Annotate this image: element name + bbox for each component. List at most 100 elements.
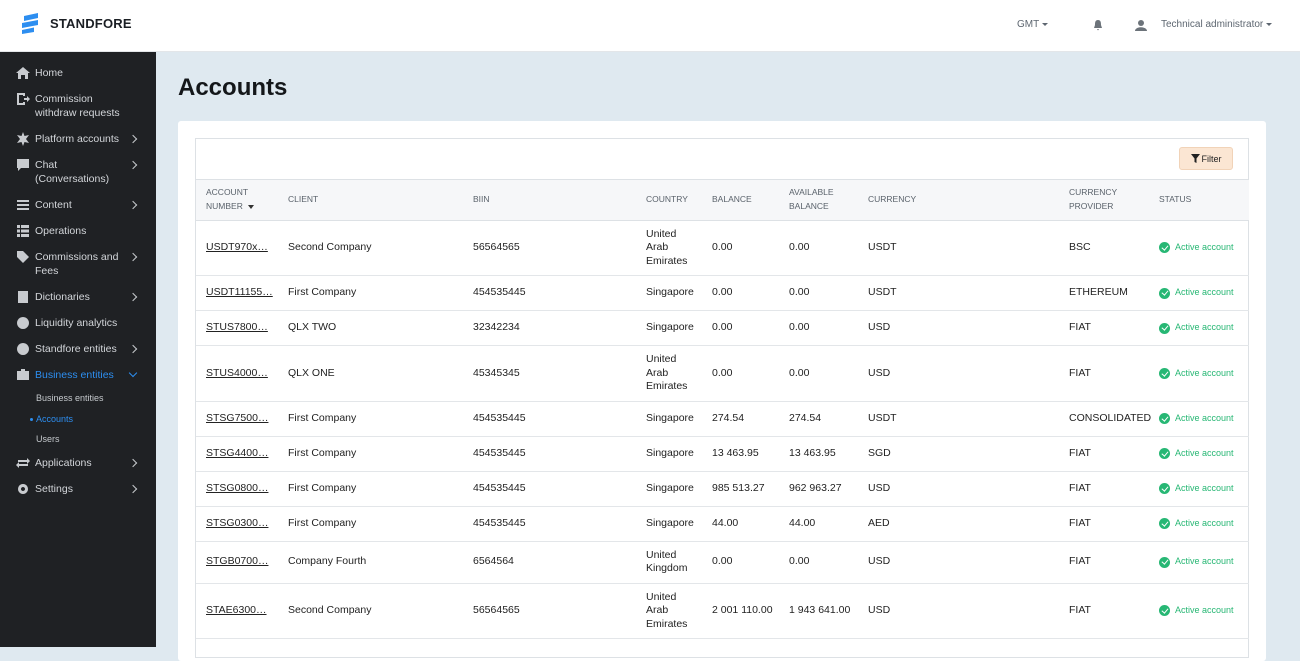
column-label: CURRENCY <box>868 194 917 204</box>
table-cell: 2 001 110.00 <box>705 583 782 639</box>
sort-icon <box>247 204 254 209</box>
menu-item[interactable]: Business entities <box>0 362 156 388</box>
column-label: ACCOUNT NUMBER <box>206 187 248 211</box>
table-cell: Active account <box>1152 436 1249 472</box>
status: Active account <box>1159 604 1242 618</box>
cell-text: USD <box>868 321 891 334</box>
cell-text: 44.00 <box>712 516 739 529</box>
menu-item[interactable]: Operations <box>0 218 156 244</box>
chevron <box>128 200 138 210</box>
chevron <box>128 160 138 170</box>
sidebar: Home Commission withdraw requests Platform… <box>0 52 156 647</box>
header-row: ACCOUNT NUMBER CLIENT BIIN COUNTRY BALANCE AV… <box>196 180 1249 221</box>
timezone-text: GMT <box>1017 19 1040 30</box>
cell-text: Second Company <box>288 241 372 253</box>
menu-label: Dictionaries <box>35 291 90 303</box>
menu-icon <box>17 317 30 329</box>
cell-text: First Company <box>288 286 357 299</box>
table-cell: USD <box>861 310 1062 346</box>
cell-text: First Company <box>288 516 357 529</box>
table-cell: CONSOLIDATED <box>1062 401 1152 437</box>
menu-item[interactable]: Settings <box>0 476 156 502</box>
table-cell: Singapore <box>639 436 705 472</box>
table-cell: United Arab Emirates <box>639 220 705 276</box>
table-cell: SGD <box>861 436 1062 472</box>
cell-text: 13 463.95 <box>789 446 836 459</box>
menu-item[interactable]: Platform accounts <box>0 126 156 152</box>
cell-text: FIAT <box>1069 604 1091 616</box>
account-link[interactable]: STUS7800… <box>206 321 268 334</box>
status-label: Active account <box>1175 322 1234 333</box>
table-body: USDT970x… Second Company 56564565 United Ar… <box>196 220 1249 639</box>
submenu-item[interactable]: Accounts <box>0 409 156 430</box>
table-cell: Active account <box>1152 310 1249 346</box>
table-cell: First Company <box>281 401 466 437</box>
content-card: Filter ACCOUNT NUMBER CLIENT BIIN COUNTRY BA… <box>178 121 1266 661</box>
account-link[interactable]: STSG7500… <box>206 411 269 424</box>
logo-icon <box>22 13 38 34</box>
table-cell: ETHEREUM <box>1062 275 1152 311</box>
account-link[interactable]: STSG4400… <box>206 446 269 459</box>
account-link[interactable]: STAE6300… <box>206 604 267 616</box>
menu-item[interactable]: Chat (Conversations) <box>0 152 156 192</box>
cell-text: 454535445 <box>473 516 526 529</box>
logo[interactable]: STANDFORE <box>20 12 132 34</box>
submenu-item[interactable]: Users <box>36 434 60 444</box>
cell-text: 274.54 <box>712 411 745 424</box>
menu-item[interactable]: Liquidity analytics <box>0 310 156 336</box>
table-cell: Company Fourth <box>281 541 466 584</box>
menu-item[interactable]: Applications <box>0 450 156 476</box>
column-label: COUNTRY <box>646 194 688 204</box>
status: Active account <box>1159 517 1242 531</box>
cell-text: United Arab Emirates <box>646 590 688 630</box>
menu-label: Operations <box>35 225 87 237</box>
timezone[interactable]: GMT <box>1017 19 1049 30</box>
table-row: STSG0800… First Company 454535445 Singapore… <box>196 471 1249 507</box>
status: Active account <box>1159 447 1242 461</box>
cell-text: 0.00 <box>789 366 810 379</box>
chevron <box>128 368 138 378</box>
menu-item[interactable]: Dictionaries <box>0 284 156 310</box>
column-label: BIIN <box>473 194 490 204</box>
cell-text: Company Fourth <box>288 555 367 568</box>
table-cell: 454535445 <box>466 401 639 437</box>
table-cell: Active account <box>1152 583 1249 639</box>
cell-text: Second Company <box>288 604 372 616</box>
column-label: AVAILABLE BALANCE <box>789 187 834 211</box>
menu-item[interactable]: Commission withdraw requests <box>0 86 156 126</box>
status-icon <box>1159 242 1170 254</box>
cell-text: Singapore <box>646 516 694 529</box>
bell-icon[interactable] <box>1093 19 1103 31</box>
table-cell: United Kingdom <box>639 541 705 584</box>
account-link[interactable]: STUS4000… <box>206 366 268 379</box>
account-link[interactable]: STSG0800… <box>206 481 269 494</box>
account-link[interactable]: STSG0300… <box>206 516 269 529</box>
account-link[interactable]: USDT11155… <box>206 286 273 299</box>
menu-item[interactable]: Commissions and Fees <box>0 244 156 284</box>
menu-item[interactable]: Content <box>0 192 156 218</box>
table-cell: 274.54 <box>705 401 782 437</box>
chevron <box>128 484 138 493</box>
column-header[interactable]: ACCOUNT NUMBER <box>196 180 281 221</box>
submenu-item[interactable]: Business entities <box>36 393 104 403</box>
cell-text: 454535445 <box>473 446 526 459</box>
table-cell: FIAT <box>1062 345 1152 402</box>
table-cell: Second Company <box>281 583 466 639</box>
cell-text: USD <box>868 366 891 379</box>
table-cell: 0.00 <box>782 220 861 276</box>
menu-item[interactable]: Standfore entities <box>0 336 156 362</box>
cell-text: 45345345 <box>473 366 520 379</box>
table-cell: 454535445 <box>466 275 639 311</box>
menu-item[interactable]: Home <box>0 60 156 86</box>
filter-label: Filter <box>1201 153 1222 164</box>
status-label: Active account <box>1175 517 1234 528</box>
status: Active account <box>1159 286 1242 300</box>
table-cell: Singapore <box>639 401 705 437</box>
table-row: STSG7500… First Company 454535445 Singapore… <box>196 401 1249 437</box>
account-link[interactable]: USDT970x… <box>206 241 268 253</box>
filter-button[interactable]: Filter <box>1179 147 1233 170</box>
account-link[interactable]: STGB0700… <box>206 555 269 568</box>
user-menu[interactable]: Technical administrator <box>1161 19 1273 30</box>
cell-text: Singapore <box>646 286 694 299</box>
cell-text: United Arab Emirates <box>646 353 688 392</box>
